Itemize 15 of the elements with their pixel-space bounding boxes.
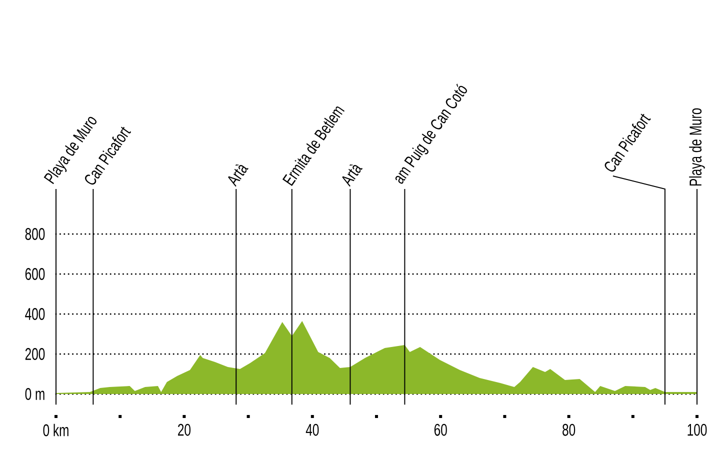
x-tick-label: 100 [688,424,707,436]
x-tick-label: 20 [178,424,190,436]
y-tick-label: 0 m [25,388,44,400]
ref-line-label: Artà [342,164,363,187]
x-tick-label: 60 [434,424,447,436]
x-tick-label: 40 [306,424,319,436]
ref-line-label: am Puig de Can Cotó [395,84,467,184]
ref-line-label: Playa de Muro [689,108,705,186]
y-tick-label: 400 [25,308,45,320]
y-tick-label: 600 [25,268,45,280]
ref-line-label: Artà [228,164,248,187]
y-tick-label: 800 [25,228,45,240]
x-tick-label: 0 km [43,424,68,436]
y-tick-label: 200 [25,348,45,360]
x-tick-label: 80 [562,424,576,436]
